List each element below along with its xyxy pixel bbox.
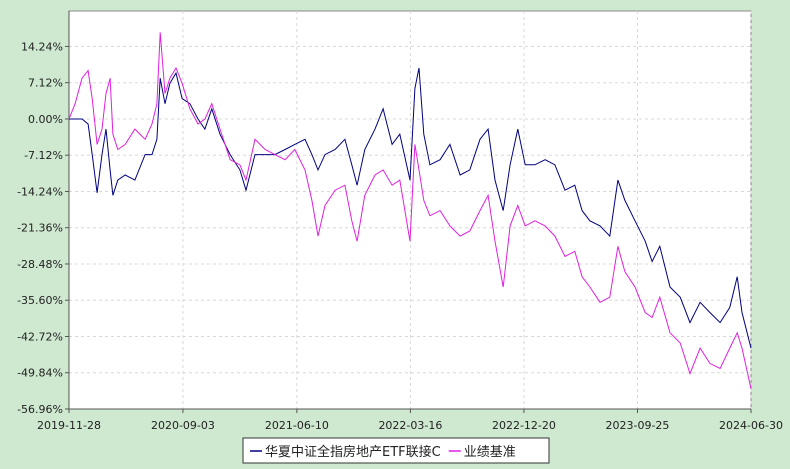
x-tick-label: 2024-06-30 <box>719 419 783 432</box>
legend <box>242 437 550 464</box>
y-tick-label: -42.72% <box>17 330 63 343</box>
x-tick-label: 2021-06-10 <box>265 419 329 432</box>
y-tick-label: -21.36% <box>17 222 63 235</box>
legend-label: 业绩基准 <box>464 445 516 460</box>
y-tick-label: -7.12% <box>24 149 63 162</box>
x-tick-label: 2023-09-25 <box>606 419 670 432</box>
y-tick-label: -28.48% <box>17 258 63 271</box>
x-tick-label: 2020-09-03 <box>151 419 215 432</box>
y-tick-label: 7.12% <box>28 77 63 90</box>
legend-label: 华夏中证全指房地产ETF联接C <box>265 444 441 460</box>
series-line <box>69 67 752 349</box>
y-tick-label: -49.84% <box>17 367 63 380</box>
y-tick-label: -14.24% <box>17 185 63 198</box>
x-tick-label: 2022-12-20 <box>492 419 556 432</box>
x-tick-label: 2022-03-16 <box>378 419 442 432</box>
y-tick-label: 0.00% <box>28 113 63 126</box>
x-tick-label: 2019-11-28 <box>37 419 101 432</box>
y-tick-label: -35.60% <box>17 294 63 307</box>
y-tick-label: -56.96% <box>17 403 63 416</box>
series-line <box>68 32 752 389</box>
y-tick-label: 14.24% <box>21 40 63 53</box>
